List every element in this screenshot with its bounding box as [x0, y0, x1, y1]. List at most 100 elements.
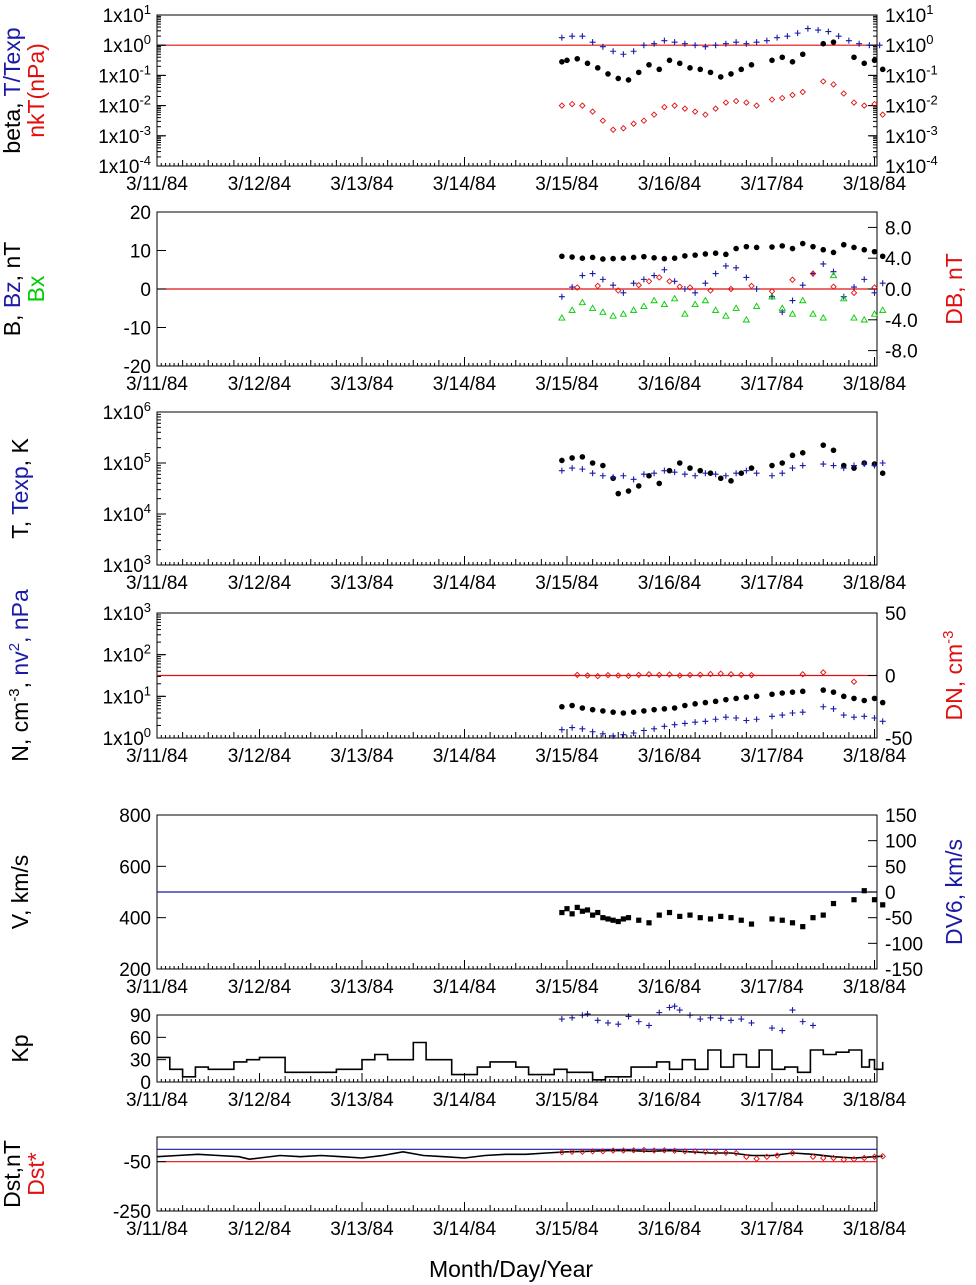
data-point [579, 705, 586, 711]
y-tick-label-exp: 0 [144, 725, 151, 740]
data-point [625, 1013, 632, 1020]
data-point [768, 96, 776, 103]
data-point [753, 244, 760, 251]
data-point [661, 103, 668, 111]
data-point [753, 693, 760, 700]
data-point [769, 691, 775, 698]
y-tick-label: 600 [119, 857, 151, 878]
data-point [763, 37, 770, 44]
data-point [604, 671, 612, 679]
y-tick-label-base: 1x10 [103, 687, 144, 708]
data-point [701, 296, 710, 304]
data-point [769, 713, 775, 720]
x-tick-label: 3/12/84 [228, 174, 292, 195]
data-point [692, 252, 698, 258]
data-point [651, 470, 658, 477]
data-point [599, 276, 606, 283]
y-tick-label: 400 [119, 909, 151, 930]
data-point [569, 1014, 576, 1021]
data-point [671, 1003, 678, 1010]
panel-density: 3/11/84 3/12/84 3/13/84 3/14/84 3/15/84 3/16/… [6, 589, 967, 767]
data-point [615, 1021, 622, 1028]
y-tick-label: 1x106 [103, 399, 151, 424]
y-tick-label-right-base: 1x10 [885, 66, 926, 87]
data-point [686, 671, 694, 679]
data-point [564, 906, 570, 912]
data-point [861, 60, 868, 67]
data-point [666, 671, 673, 678]
x-tick-label: 3/16/84 [638, 1090, 702, 1111]
data-point [645, 278, 653, 285]
data-point [676, 460, 683, 466]
data-point [789, 245, 796, 252]
data-point [809, 310, 817, 317]
data-point [599, 472, 606, 479]
data-point [810, 1022, 816, 1029]
data-point [620, 125, 627, 132]
data-point [856, 40, 863, 47]
y-axis-title-right: DN, cm-3 [940, 630, 967, 720]
y-tick-label-right: 50 [885, 604, 906, 625]
data-point [789, 1007, 796, 1014]
data-point [661, 1147, 668, 1154]
data-point [671, 705, 678, 711]
data-point [743, 694, 750, 700]
y-axis-title-part: B, [0, 308, 25, 336]
data-point [661, 37, 668, 44]
x-tick-label: 3/13/84 [330, 573, 394, 594]
data-point [687, 465, 693, 471]
data-point [589, 460, 596, 466]
data-point [568, 306, 576, 313]
data-point [569, 724, 576, 731]
y-tick-label-right: -8.0 [885, 342, 918, 363]
data-point [610, 732, 617, 739]
data-point [809, 1153, 817, 1160]
data-point [712, 42, 719, 49]
y-tick-label: -10 [124, 319, 151, 340]
data-point [640, 302, 648, 309]
data-point [682, 702, 688, 709]
data-point [676, 60, 683, 67]
data-point [656, 66, 663, 73]
data-point [722, 99, 730, 106]
data-point [630, 476, 637, 483]
data-point [558, 726, 565, 733]
data-point [588, 304, 597, 311]
y-tick-label: 1x101 [103, 2, 151, 27]
data-point [574, 671, 581, 679]
data-point [671, 721, 678, 728]
data-point [850, 678, 858, 685]
data-point [820, 246, 827, 253]
data-point [799, 450, 806, 456]
y-tick-label: 1x104 [103, 501, 151, 526]
data-point [850, 313, 858, 321]
data-point [840, 1156, 847, 1163]
data-point [851, 695, 857, 702]
data-point [702, 699, 709, 706]
data-point [656, 480, 663, 487]
data-point [599, 43, 606, 50]
data-point [794, 30, 801, 37]
data-point [820, 78, 827, 85]
data-point [559, 909, 565, 916]
data-point [702, 470, 709, 477]
data-point [661, 266, 668, 273]
data-point [609, 126, 617, 133]
data-point [681, 720, 688, 727]
data-point [687, 65, 693, 71]
y-tick-label-right-exp: 1 [926, 2, 933, 17]
data-point [589, 706, 596, 713]
data-point [779, 470, 786, 477]
data-point [692, 42, 699, 49]
x-tick-label: 3/14/84 [433, 1090, 497, 1111]
data-point [712, 105, 719, 112]
y-tick-label: -20 [124, 357, 151, 378]
data-point [717, 1015, 724, 1022]
data-point [717, 74, 724, 80]
data-point [866, 42, 873, 49]
data-point [830, 249, 837, 256]
data-point [702, 1148, 709, 1156]
panel-bfield: 3/11/84 3/12/84 3/13/84 3/14/84 3/15/84 3/16/… [0, 203, 967, 395]
data-point [717, 475, 724, 482]
data-point [850, 1155, 858, 1163]
